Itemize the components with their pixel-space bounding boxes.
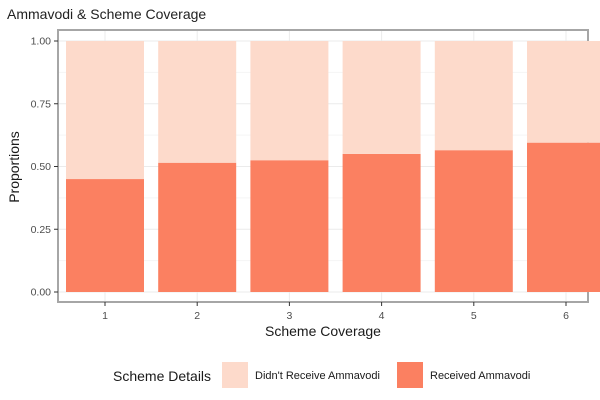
bar-received-ammavodi-6 xyxy=(527,142,600,292)
x-tick-label: 6 xyxy=(563,310,569,322)
x-tick-label: 4 xyxy=(379,310,385,322)
x-tick-label: 3 xyxy=(286,310,292,322)
y-tick-label: 0.75 xyxy=(31,98,52,110)
y-tick-label: 1.00 xyxy=(31,36,52,48)
x-axis-ticks: 1 2 3 4 5 6 xyxy=(102,302,569,322)
bar-didn-t-receive-ammavodi-6 xyxy=(527,41,600,143)
y-tick-label: 0.25 xyxy=(31,224,52,236)
legend: Scheme Details Didn't Receive Ammavodi Re… xyxy=(113,362,530,388)
legend-label: Received Ammavodi xyxy=(430,370,530,382)
y-axis-ticks: 0.00 0.25 0.50 0.75 1.00 xyxy=(31,36,58,299)
bar-didn-t-receive-ammavodi-2 xyxy=(158,41,237,163)
bar-didn-t-receive-ammavodi-4 xyxy=(342,41,421,154)
x-axis-title: Scheme Coverage xyxy=(265,323,381,339)
legend-key xyxy=(397,362,423,388)
x-tick-label: 2 xyxy=(194,310,200,322)
bar-received-ammavodi-1 xyxy=(66,179,144,292)
x-tick-label: 5 xyxy=(471,310,477,322)
legend-key xyxy=(222,362,248,388)
x-tick-label: 1 xyxy=(102,310,108,322)
y-tick-label: 0.50 xyxy=(31,161,52,173)
bar-received-ammavodi-5 xyxy=(434,150,513,292)
bar-didn-t-receive-ammavodi-3 xyxy=(250,41,329,161)
chart-title: Ammavodi & Scheme Coverage xyxy=(7,6,206,22)
y-axis-title: Proportions xyxy=(6,131,22,203)
bar-received-ammavodi-4 xyxy=(342,153,421,292)
y-tick-label: 0.00 xyxy=(31,287,52,299)
bar-received-ammavodi-2 xyxy=(158,162,237,292)
bars xyxy=(66,41,600,292)
bar-didn-t-receive-ammavodi-5 xyxy=(434,41,513,151)
legend-title: Scheme Details xyxy=(113,368,211,384)
bar-didn-t-receive-ammavodi-1 xyxy=(66,41,144,180)
bar-received-ammavodi-3 xyxy=(250,160,329,292)
legend-label: Didn't Receive Ammavodi xyxy=(255,370,380,382)
